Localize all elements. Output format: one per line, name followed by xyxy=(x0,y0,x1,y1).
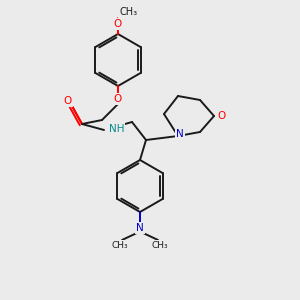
Text: CH₃: CH₃ xyxy=(112,241,128,250)
Text: CH₃: CH₃ xyxy=(152,241,168,250)
Text: O: O xyxy=(114,19,122,29)
Text: CH₃: CH₃ xyxy=(119,7,137,17)
Text: O: O xyxy=(114,94,122,104)
Text: NH: NH xyxy=(109,124,124,134)
Text: N: N xyxy=(176,129,184,139)
Text: O: O xyxy=(64,96,72,106)
Text: N: N xyxy=(136,223,144,233)
Text: O: O xyxy=(217,111,225,121)
